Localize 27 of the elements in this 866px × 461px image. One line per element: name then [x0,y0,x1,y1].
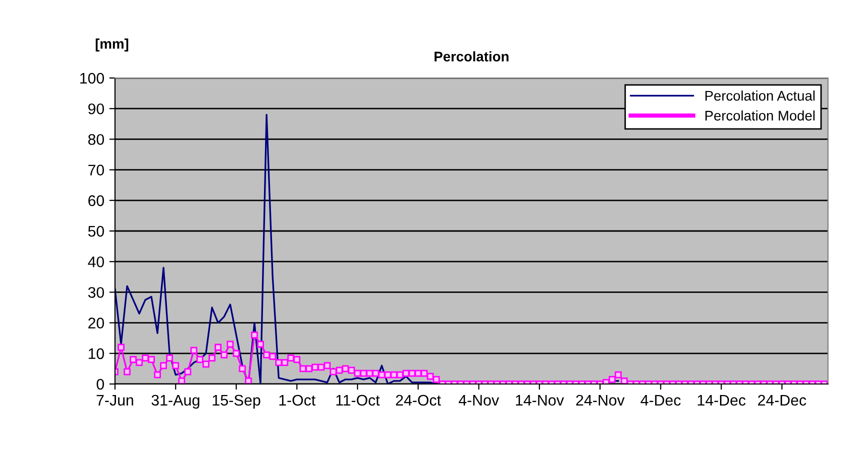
legend-label: Percolation Model [705,110,815,121]
x-tick-label: 24-Dec [758,394,806,406]
y-tick-label: 40 [88,256,104,268]
x-tick-label: 4-Dec [640,394,681,406]
x-tick-label: 24-Oct [396,394,441,406]
y-tick-label: 30 [88,287,104,298]
chart-title: Percolation [434,51,508,62]
y-tick-label: 100 [80,72,104,84]
y-tick-label: 20 [88,318,104,328]
legend-label: Percolation Actual [705,90,815,101]
x-tick-label: 24-Nov [576,394,625,406]
y-axis-title: [mm] [96,38,128,52]
x-tick-label: 14-Dec [698,394,746,406]
x-tick-label: 7-Jun [96,394,134,406]
y-tick-label: 50 [88,226,104,237]
y-tick-label: 70 [88,164,104,176]
y-tick-label: 10 [88,348,104,360]
y-tick-label: 90 [88,103,104,114]
x-tick-label: 1-Oct [279,394,316,406]
x-tick-label: 14-Nov [516,394,564,406]
y-tick-label: 60 [88,195,104,206]
x-tick-label: 15-Sep [212,394,260,409]
y-tick-label: 80 [88,134,104,145]
x-tick-label: 31-Aug [152,394,200,409]
x-tick-label: 11-Oct [336,394,380,406]
x-tick-label: 4-Nov [458,394,500,406]
y-tick-label: 0 [96,378,104,390]
